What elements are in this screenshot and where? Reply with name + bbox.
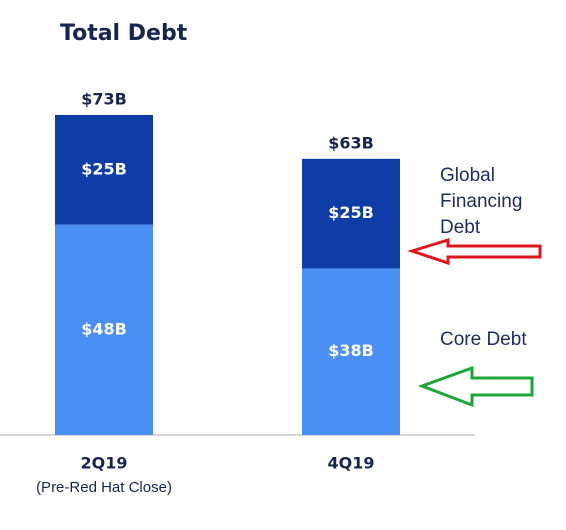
x-tick-label: 2Q19 bbox=[81, 454, 128, 473]
legend-label: Core Debt bbox=[440, 328, 527, 350]
red-arrow bbox=[407, 237, 542, 266]
total-label: $73B bbox=[81, 90, 127, 109]
green-arrow bbox=[417, 365, 534, 408]
bar-segment bbox=[302, 268, 400, 435]
value-label: $48B bbox=[81, 319, 127, 338]
bar-segment bbox=[302, 158, 400, 269]
legend-label: Global Financing Debt bbox=[440, 164, 523, 238]
value-label: $25B bbox=[328, 203, 374, 222]
value-label: $38B bbox=[328, 341, 374, 360]
bar-segment bbox=[55, 115, 153, 225]
value-label: $25B bbox=[81, 159, 127, 178]
total-label: $63B bbox=[328, 133, 374, 152]
bar-segment bbox=[55, 224, 153, 435]
chart-title: Total Debt bbox=[60, 21, 188, 46]
x-tick-note: (Pre-Red Hat Close) bbox=[36, 479, 172, 496]
x-tick-label: 4Q19 bbox=[328, 454, 375, 473]
